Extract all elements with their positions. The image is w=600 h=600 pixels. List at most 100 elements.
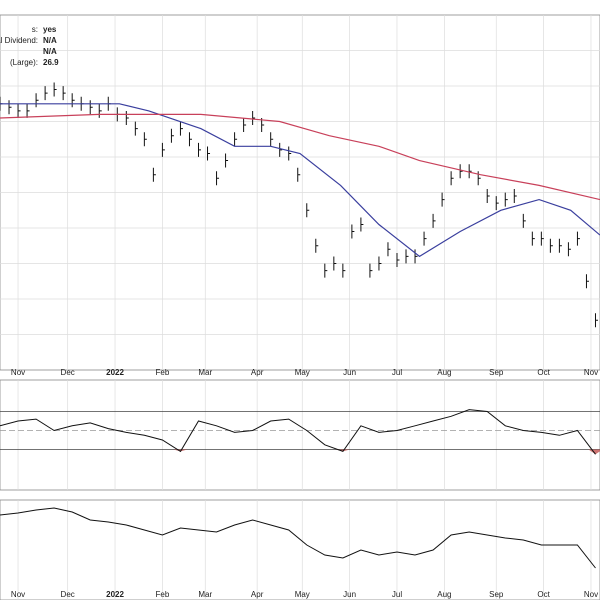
price-bar <box>179 121 183 136</box>
x-tick-label: Aug <box>437 368 451 377</box>
moving-average <box>0 113 600 201</box>
moving-average <box>0 103 600 258</box>
price-bar <box>414 249 418 264</box>
price-bar <box>576 231 580 246</box>
price-bar <box>369 263 373 278</box>
price-bar <box>351 224 355 239</box>
price-bar <box>468 164 472 179</box>
info-label: al Dividend: <box>0 36 38 45</box>
info-value: N/A <box>43 47 57 56</box>
x-tick-label: Jun <box>343 590 356 599</box>
price-bar <box>53 82 57 97</box>
price-bar <box>225 153 229 168</box>
price-bar <box>243 118 247 133</box>
info-label: (Large): <box>10 58 38 67</box>
price-bar <box>540 231 544 246</box>
x-tick-label: Oct <box>537 368 550 377</box>
price-bar <box>387 242 391 257</box>
price-bar <box>441 192 445 207</box>
price-bar <box>17 103 21 118</box>
x-tick-label: Nov <box>584 590 598 599</box>
price-bar <box>378 256 382 271</box>
price-bar <box>450 171 454 186</box>
price-bar <box>134 121 138 136</box>
price-bar <box>98 103 102 118</box>
oversold-fill <box>173 449 188 452</box>
price-bar <box>288 146 292 161</box>
price-bar <box>62 86 66 101</box>
info-value: N/A <box>43 36 57 45</box>
price-bar <box>71 93 75 108</box>
price-bar <box>44 86 48 101</box>
price-bar <box>315 238 319 253</box>
indicator-line <box>0 507 596 569</box>
price-bar <box>342 263 346 278</box>
price-bar <box>89 100 93 115</box>
x-tick-label: Feb <box>156 590 170 599</box>
panel-frame <box>0 499 600 600</box>
x-tick-label: Jul <box>392 368 402 377</box>
price-bar <box>432 213 436 228</box>
x-tick-label: Sep <box>489 368 504 377</box>
price-bar <box>234 132 238 147</box>
price-bar <box>558 238 562 253</box>
price-bar <box>459 164 463 179</box>
price-bar <box>170 128 174 143</box>
x-tick-label: Jul <box>392 590 402 599</box>
x-tick-label: 2022 <box>106 590 124 599</box>
price-bar <box>549 238 553 253</box>
x-tick-label: Mar <box>198 590 212 599</box>
price-bar <box>270 132 274 147</box>
price-bar <box>360 217 364 232</box>
price-bar <box>252 110 256 125</box>
price-bar <box>207 146 211 161</box>
panel-frame <box>0 379 600 491</box>
price-bar <box>567 242 571 257</box>
price-bar <box>324 263 328 278</box>
x-tick-label: Aug <box>437 590 451 599</box>
x-tick-label: Nov <box>584 368 598 377</box>
info-value: 26.9 <box>43 58 59 67</box>
x-tick-label: May <box>295 590 310 599</box>
price-bar <box>504 192 508 207</box>
price-bar <box>423 231 427 246</box>
price-bar <box>306 203 310 218</box>
price-bar <box>125 110 129 125</box>
info-value: yes <box>43 25 57 34</box>
price-bar <box>152 167 156 182</box>
x-tick-label: Feb <box>156 368 170 377</box>
price-bar <box>477 171 481 186</box>
price-bar <box>297 167 301 182</box>
price-bar <box>8 100 12 115</box>
x-tick-label: May <box>295 368 310 377</box>
price-bar <box>197 142 201 157</box>
price-bar <box>279 142 283 157</box>
price-bar <box>216 171 220 186</box>
x-tick-label: Oct <box>537 590 550 599</box>
price-bar <box>188 132 192 147</box>
indicator-line <box>0 409 596 455</box>
price-bar <box>585 274 589 289</box>
price-bar <box>531 231 535 246</box>
x-tick-label: Nov <box>11 368 25 377</box>
x-tick-label: Dec <box>61 590 75 599</box>
price-bar <box>594 313 598 328</box>
x-tick-label: Dec <box>61 368 75 377</box>
x-tick-label: Jun <box>343 368 356 377</box>
price-bar <box>143 132 147 147</box>
x-tick-label: Mar <box>198 368 212 377</box>
price-bar <box>522 213 526 228</box>
info-label: s: <box>32 25 38 34</box>
price-bar <box>513 189 517 204</box>
price-bar <box>495 196 499 211</box>
price-bar <box>405 249 409 264</box>
x-tick-label: Apr <box>251 368 264 377</box>
price-bar <box>486 189 490 204</box>
x-tick-label: Sep <box>489 590 504 599</box>
panel-frame <box>0 14 600 371</box>
x-tick-label: 2022 <box>106 368 124 377</box>
x-tick-label: Apr <box>251 590 264 599</box>
price-bar <box>396 252 400 267</box>
price-bar <box>35 93 39 108</box>
